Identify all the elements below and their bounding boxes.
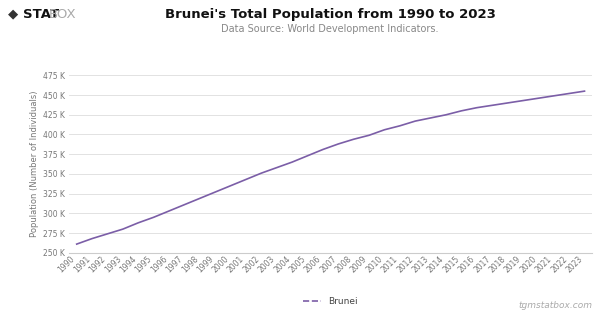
Legend: Brunei: Brunei <box>299 293 361 310</box>
Text: Brunei's Total Population from 1990 to 2023: Brunei's Total Population from 1990 to 2… <box>164 8 496 21</box>
Text: ◆: ◆ <box>8 8 18 21</box>
Y-axis label: Population (Number of Individuals): Population (Number of Individuals) <box>29 91 38 237</box>
Text: BOX: BOX <box>49 8 77 21</box>
Text: tgmstatbox.com: tgmstatbox.com <box>519 301 593 310</box>
Text: STAT: STAT <box>23 8 59 21</box>
Text: Data Source: World Development Indicators.: Data Source: World Development Indicator… <box>221 24 439 35</box>
